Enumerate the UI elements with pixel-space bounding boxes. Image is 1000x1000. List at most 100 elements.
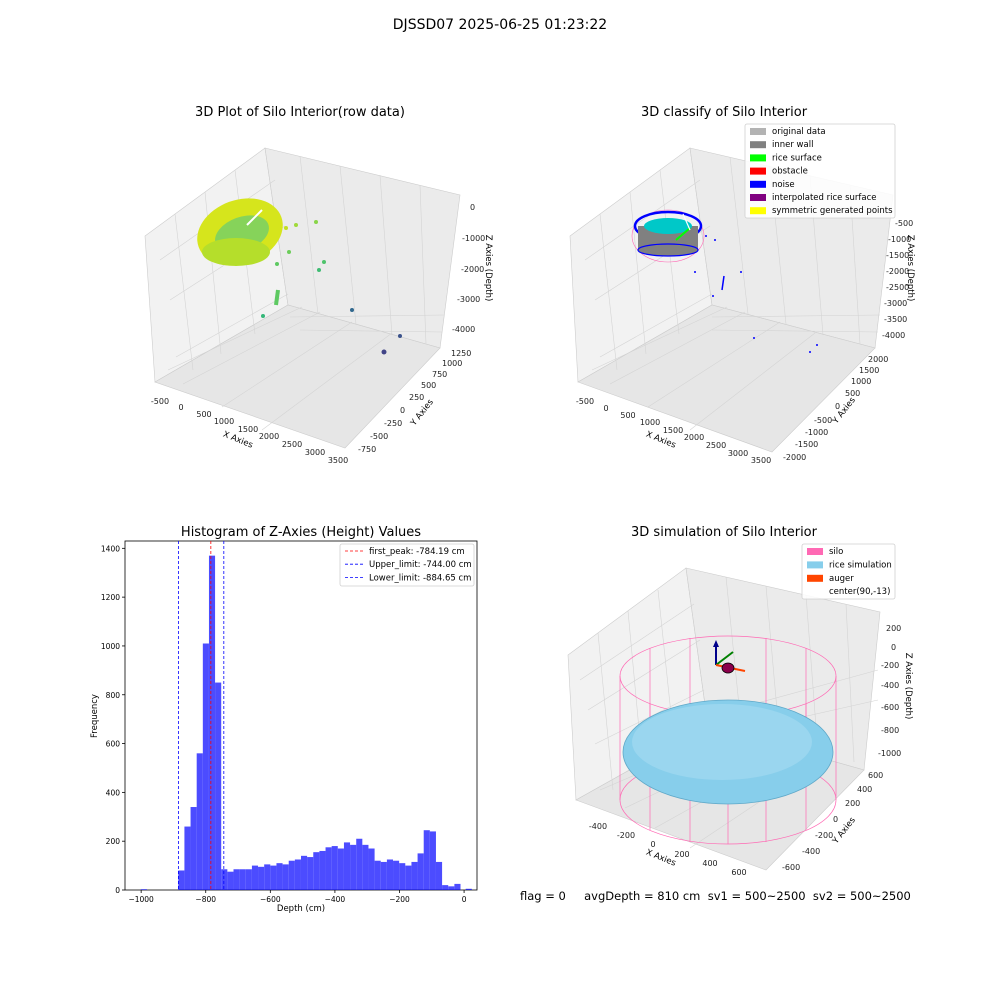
- classify-x-tick: -500: [576, 397, 594, 406]
- sim-y-tick: 400: [857, 785, 872, 794]
- sim-x-tick: 600: [731, 868, 746, 877]
- sim-y-tick: 0: [833, 815, 838, 824]
- raw-z-tick: -4000: [452, 325, 475, 334]
- histogram-bar: [190, 807, 197, 890]
- sim-x-label: X Axies: [644, 848, 677, 869]
- gridline: [599, 293, 713, 358]
- histogram-bar: [251, 865, 259, 890]
- gridline: [591, 306, 728, 371]
- gridline: [289, 314, 445, 318]
- raw-x-tick: 500: [196, 410, 211, 419]
- classify-interp-ring: [631, 209, 705, 263]
- raw-point: [275, 262, 279, 266]
- classify-z-tick: -2500: [886, 283, 909, 292]
- legend-swatch: [807, 574, 823, 582]
- legend-label: auger: [829, 574, 854, 584]
- sim-z-tick: -800: [881, 726, 899, 735]
- classify-noise-point: [705, 235, 707, 237]
- classify-x-tick: 2000: [684, 433, 704, 442]
- legend-label: inner wall: [772, 140, 813, 150]
- histogram-bar: [245, 869, 252, 890]
- raw-point-cloud: [197, 198, 402, 355]
- classify-noise-cluster: [721, 275, 725, 291]
- classify-legend: original data inner wall rice surface obsta…: [744, 123, 896, 219]
- raw-x-tick: 1000: [214, 417, 234, 426]
- legend-label: obstacle: [772, 167, 808, 177]
- classify-y-tick: 1500: [859, 366, 879, 375]
- histogram-bar: [264, 864, 271, 890]
- legend-label: rice surface: [772, 153, 822, 163]
- gridline: [299, 155, 319, 315]
- classify-x-tick: 500: [620, 411, 635, 420]
- gridline: [599, 213, 618, 371]
- histogram-y-tick-label: 800: [106, 691, 121, 700]
- gridline: [419, 184, 427, 345]
- sim-y-tick: -600: [782, 863, 800, 872]
- sim-z-tick: -400: [881, 681, 899, 690]
- gridline: [167, 306, 303, 371]
- gridline: [597, 632, 614, 791]
- histogram-y-tick-label: 200: [106, 837, 121, 846]
- histogram-bar: [399, 863, 406, 890]
- classify-point-cloud: [631, 209, 818, 353]
- classify-z-ticks: -4000 -3500 -3000 -2500 -2000 -1500 -100…: [882, 219, 913, 340]
- gridline: [221, 321, 353, 408]
- histogram-bar: [288, 860, 295, 890]
- gridline: [647, 321, 781, 408]
- legend-label: silo: [829, 547, 843, 557]
- gridline: [689, 332, 816, 431]
- gridline: [261, 332, 393, 431]
- classify-noise-point: [753, 337, 755, 339]
- raw-z-label: Z Axies (Depth): [483, 235, 493, 302]
- histogram-x-tick-label: −400: [325, 895, 346, 904]
- raw-y-tick: 1000: [442, 359, 462, 368]
- histogram-bar: [465, 888, 472, 890]
- raw-point: [287, 250, 291, 254]
- sim-x-tick: -200: [617, 831, 635, 840]
- footer-status: flag = 0 avgDepth = 810 cm sv1 = 500~250…: [520, 889, 911, 903]
- classify-noise-point: [809, 351, 811, 353]
- sim-rice-surface-top: [632, 704, 812, 780]
- histogram-bar: [307, 857, 314, 890]
- histogram-y-tick-label: 600: [106, 740, 121, 749]
- classify-y-tick: 1000: [851, 377, 871, 386]
- histogram-x-tick-label: 0: [462, 895, 467, 904]
- histogram-bar: [343, 842, 351, 890]
- histogram-bar: [319, 850, 326, 890]
- panel-classify: 3D classify of Silo Interior origin: [569, 105, 915, 465]
- histogram-bar: [202, 643, 209, 890]
- gridline: [729, 156, 749, 315]
- raw-x-tick: 1500: [238, 425, 258, 434]
- legend-swatch: [750, 141, 766, 149]
- histogram-y-tick-label: 0: [115, 886, 120, 895]
- classify-y-tick: -1000: [805, 428, 828, 437]
- classify-noise-point: [694, 271, 696, 273]
- classify-noise-point: [712, 295, 714, 297]
- legend-swatch: [807, 561, 823, 569]
- raw-z-ticks: -4000 -3000 -2000 -1000 0: [452, 203, 485, 334]
- classify-y-tick: 0: [835, 402, 840, 411]
- raw-point: [317, 268, 321, 272]
- histogram-bar: [435, 861, 443, 890]
- classify-x-tick: 1500: [663, 426, 683, 435]
- panel-simulation: 3D simulation of Silo Interior: [567, 525, 913, 877]
- histogram-y-tick-label: 1000: [101, 642, 120, 651]
- histogram-bar: [208, 555, 216, 890]
- histogram-x-tick-label: −200: [389, 895, 410, 904]
- raw-z-tick: -1000: [462, 234, 485, 243]
- legend-label: interpolated rice surface: [772, 193, 877, 203]
- legend-swatch: [750, 154, 766, 162]
- sim-x-tick: 400: [702, 859, 717, 868]
- histogram-bar: [374, 860, 381, 890]
- gridline: [609, 311, 746, 385]
- histogram-bar: [233, 869, 240, 890]
- raw-z-tick: -2000: [461, 265, 484, 274]
- legend-label: noise: [772, 180, 795, 190]
- histogram-y-tick-label: 1200: [101, 593, 120, 602]
- histogram-bar: [362, 844, 369, 890]
- raw-y-tick: -750: [358, 445, 376, 454]
- sim-y-tick: 600: [868, 771, 883, 780]
- classify-z-tick: -4000: [882, 331, 905, 340]
- histogram-bar: [276, 863, 283, 890]
- sim-z-tick: -600: [881, 703, 899, 712]
